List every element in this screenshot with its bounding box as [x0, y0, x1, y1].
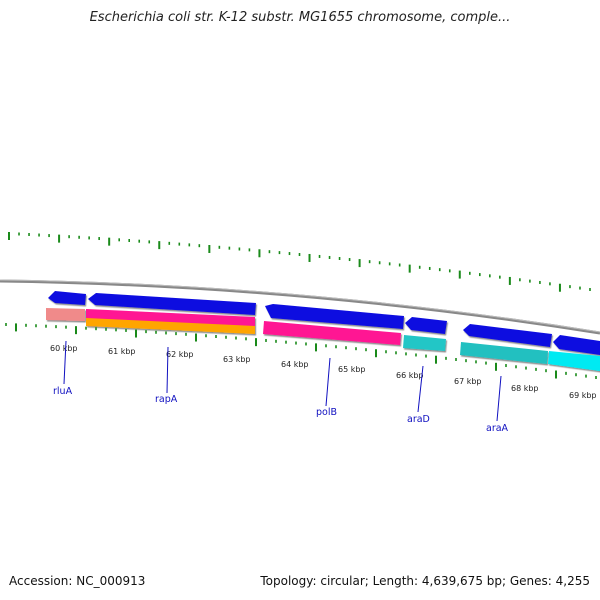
kbp-label: 66 kbp	[396, 371, 424, 380]
gene-label-rlua[interactable]: rluA	[53, 386, 73, 397]
kbp-label: 68 kbp	[511, 384, 539, 393]
leader-line	[166, 346, 169, 394]
gene-arrow[interactable]	[48, 291, 86, 305]
kbp-label: 69 kbp	[569, 391, 597, 400]
kbp-label: 60 kbp	[50, 344, 78, 353]
feature-block-orange[interactable]	[86, 318, 255, 334]
gene-arrow[interactable]	[553, 335, 600, 355]
leader-line	[325, 357, 331, 407]
feature-block-pink[interactable]	[263, 321, 401, 345]
kbp-label: 63 kbp	[223, 355, 251, 364]
gene-leaders	[63, 340, 502, 422]
leader-line	[496, 375, 502, 422]
gene-label-arad[interactable]: araD	[407, 414, 430, 425]
gene-label-araa[interactable]: araA	[486, 423, 509, 434]
feature-block-salmon[interactable]	[46, 308, 85, 321]
kbp-label: 65 kbp	[338, 365, 366, 374]
outer-tick-ring	[8, 232, 591, 292]
feature-block-teal[interactable]	[460, 342, 548, 364]
accession-text: Accession: NC_000913	[9, 574, 146, 588]
feature-block-pink[interactable]	[86, 309, 255, 327]
gene-label-polb[interactable]: polB	[316, 407, 337, 418]
gene-arrow[interactable]	[463, 324, 552, 347]
inner-tick-ring	[5, 323, 597, 379]
genome-summary-text: Topology: circular; Length: 4,639,675 bp…	[260, 574, 590, 588]
feature-block-cyan[interactable]	[548, 351, 600, 371]
feature-block-teal[interactable]	[403, 335, 446, 351]
chromosome-backbone-highlight	[0, 279, 600, 333]
gene-label-rapa[interactable]: rapA	[155, 394, 178, 405]
leader-line	[417, 365, 424, 413]
leader-line	[63, 340, 67, 385]
map-title: Escherichia coli str. K-12 substr. MG165…	[89, 10, 511, 25]
gene-arrow[interactable]	[265, 304, 404, 329]
gene-arrow[interactable]	[88, 293, 256, 315]
chromosome-backbone	[0, 279, 600, 335]
kbp-label: 62 kbp	[166, 350, 194, 359]
kbp-label: 67 kbp	[454, 377, 482, 386]
gene-arrow[interactable]	[405, 317, 447, 334]
kbp-label: 61 kbp	[108, 347, 136, 356]
kbp-label: 64 kbp	[281, 360, 309, 369]
kbp-scale: 60 kbp 61 kbp 62 kbp 63 kbp 64 kbp 65 kb…	[50, 344, 597, 400]
